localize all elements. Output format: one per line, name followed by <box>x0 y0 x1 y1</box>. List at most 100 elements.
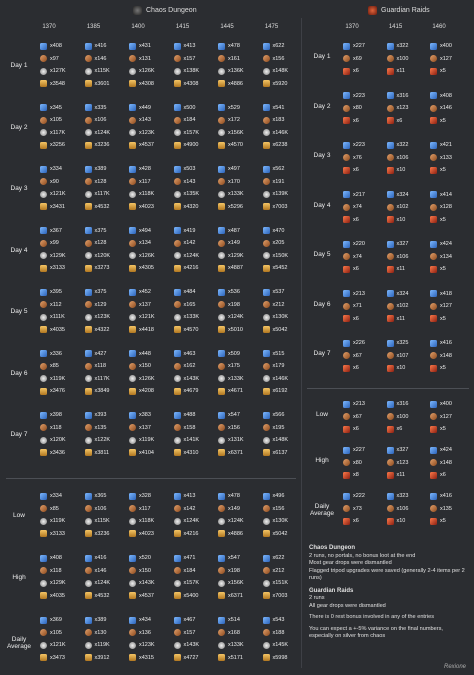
reward-cell: x487 x149 x129K x4887 <box>218 225 244 275</box>
reward-cell: x622 x212 x151K x7003 <box>262 552 288 602</box>
leapstone-icon <box>386 117 394 125</box>
destruction-stone-icon <box>430 339 437 347</box>
reward-item: x336 <box>40 348 65 361</box>
reward-amount: x71 <box>353 303 362 310</box>
reward-item: x227 <box>343 444 365 457</box>
reward-amount: x6192 <box>272 388 288 395</box>
guardian-stone-icon <box>386 203 394 211</box>
guardian-stone-icon <box>386 302 394 310</box>
reward-cell: x389 x128 x117K x4532 <box>84 163 110 213</box>
reward-amount: x3273 <box>94 265 110 272</box>
leapstone-icon <box>343 364 350 372</box>
reward-amount: x369 <box>50 617 62 624</box>
reward-item: x10 <box>386 515 409 528</box>
reward-cell: x449 x143 x123K x4537 <box>129 102 155 152</box>
reward-amount: x124K <box>94 129 111 136</box>
reward-amount: x100 <box>396 413 409 420</box>
reward-item: x121K <box>40 639 66 652</box>
silver-icon <box>218 190 225 198</box>
reward-amount: x172 <box>228 117 240 124</box>
reward-item: x102 <box>386 300 408 313</box>
reward-amount: x227 <box>353 43 365 50</box>
destruction-stone-icon <box>386 92 394 100</box>
reward-item: x161 <box>218 53 244 66</box>
reward-amount: x509 <box>228 350 240 357</box>
shard-pouch-icon <box>173 592 181 600</box>
reward-amount: x3548 <box>50 80 65 87</box>
reward-amount: x157K <box>183 580 200 587</box>
reward-amount: x123K <box>94 314 111 321</box>
reward-item: x106 <box>386 251 408 264</box>
reward-amount: x165 <box>183 301 196 308</box>
notes-chaos-line: Flagged tripod upgrades were saved (gene… <box>309 567 465 582</box>
reward-amount: x6 <box>440 472 446 479</box>
destruction-stone-icon <box>84 42 92 50</box>
reward-cell: x448 x150 x126K x4208 <box>129 348 155 398</box>
destruction-stone-icon <box>262 411 270 419</box>
silver-icon <box>129 67 136 75</box>
reward-amount: x4035 <box>50 326 65 333</box>
reward-amount: x5296 <box>228 203 243 210</box>
reward-amount: x6 <box>353 68 359 75</box>
reward-cell: x323 x106 x10 <box>386 490 409 528</box>
guardian-raids-title: Guardian Raids <box>368 6 430 15</box>
reward-amount: x157K <box>183 129 200 136</box>
reward-item: x123 <box>386 457 408 470</box>
reward-item: x4308 <box>173 78 200 91</box>
shard-pouch-icon <box>173 530 181 538</box>
silver-icon <box>129 252 136 260</box>
reward-amount: x4886 <box>228 530 243 537</box>
reward-item: x67 <box>343 411 365 424</box>
reward-amount: x336 <box>50 350 62 357</box>
reward-item: x6371 <box>218 590 244 603</box>
reward-amount: x6 <box>353 266 359 273</box>
destruction-stone-icon <box>40 492 47 500</box>
silver-icon <box>40 375 47 383</box>
destruction-stone-icon <box>430 446 437 454</box>
guardian-stone-icon <box>262 567 270 575</box>
reward-amount: x4320 <box>183 203 199 210</box>
reward-item: x4320 <box>173 201 200 214</box>
reward-item: x416 <box>430 337 452 350</box>
row-label: Day 4 <box>10 246 28 254</box>
guardian-stone-icon <box>84 629 92 637</box>
reward-amount: x124K <box>183 252 200 259</box>
reward-amount: x4532 <box>94 592 110 599</box>
reward-item: x119K <box>40 515 65 528</box>
guardian-stone-icon <box>129 424 136 432</box>
shard-pouch-icon <box>262 387 270 395</box>
reward-item: x4532 <box>84 590 111 603</box>
reward-cell: x514 x168 x133K x5171 <box>218 614 244 664</box>
reward-item: x400 <box>430 398 452 411</box>
reward-item: x3236 <box>84 528 110 541</box>
shard-pouch-icon <box>40 654 47 662</box>
reward-item: x175 <box>218 360 244 373</box>
reward-amount: x105 <box>50 629 62 636</box>
reward-item: x120K <box>84 250 110 263</box>
reward-cell: x398 x118 x120K x3436 <box>40 409 66 459</box>
shard-pouch-icon <box>84 530 92 538</box>
destruction-stone-icon <box>173 165 181 173</box>
shard-pouch-icon <box>40 530 47 538</box>
reward-amount: x170 <box>228 178 240 185</box>
reward-amount: x11 <box>396 266 405 273</box>
silver-icon <box>173 190 181 198</box>
destruction-stone-icon <box>386 446 394 454</box>
reward-cell: x222 x73 x6 <box>343 490 365 528</box>
reward-amount: x7003 <box>272 203 288 210</box>
reward-item: x5 <box>430 164 452 177</box>
shard-pouch-icon <box>218 264 225 272</box>
reward-amount: x80 <box>353 105 362 112</box>
shard-pouch-icon <box>173 141 181 149</box>
guardian-stone-icon <box>343 154 350 162</box>
reward-amount: x73 <box>353 505 362 512</box>
reward-amount: x496 <box>272 493 285 500</box>
reward-item: x227 <box>343 40 365 53</box>
reward-amount: x120K <box>50 437 66 444</box>
row-label: Daily Average <box>6 636 32 650</box>
silver-icon <box>84 67 92 75</box>
column-header: 1370 <box>42 24 56 30</box>
guardian-stone-icon <box>218 362 225 370</box>
silver-icon <box>218 252 225 260</box>
silver-icon <box>129 375 136 383</box>
